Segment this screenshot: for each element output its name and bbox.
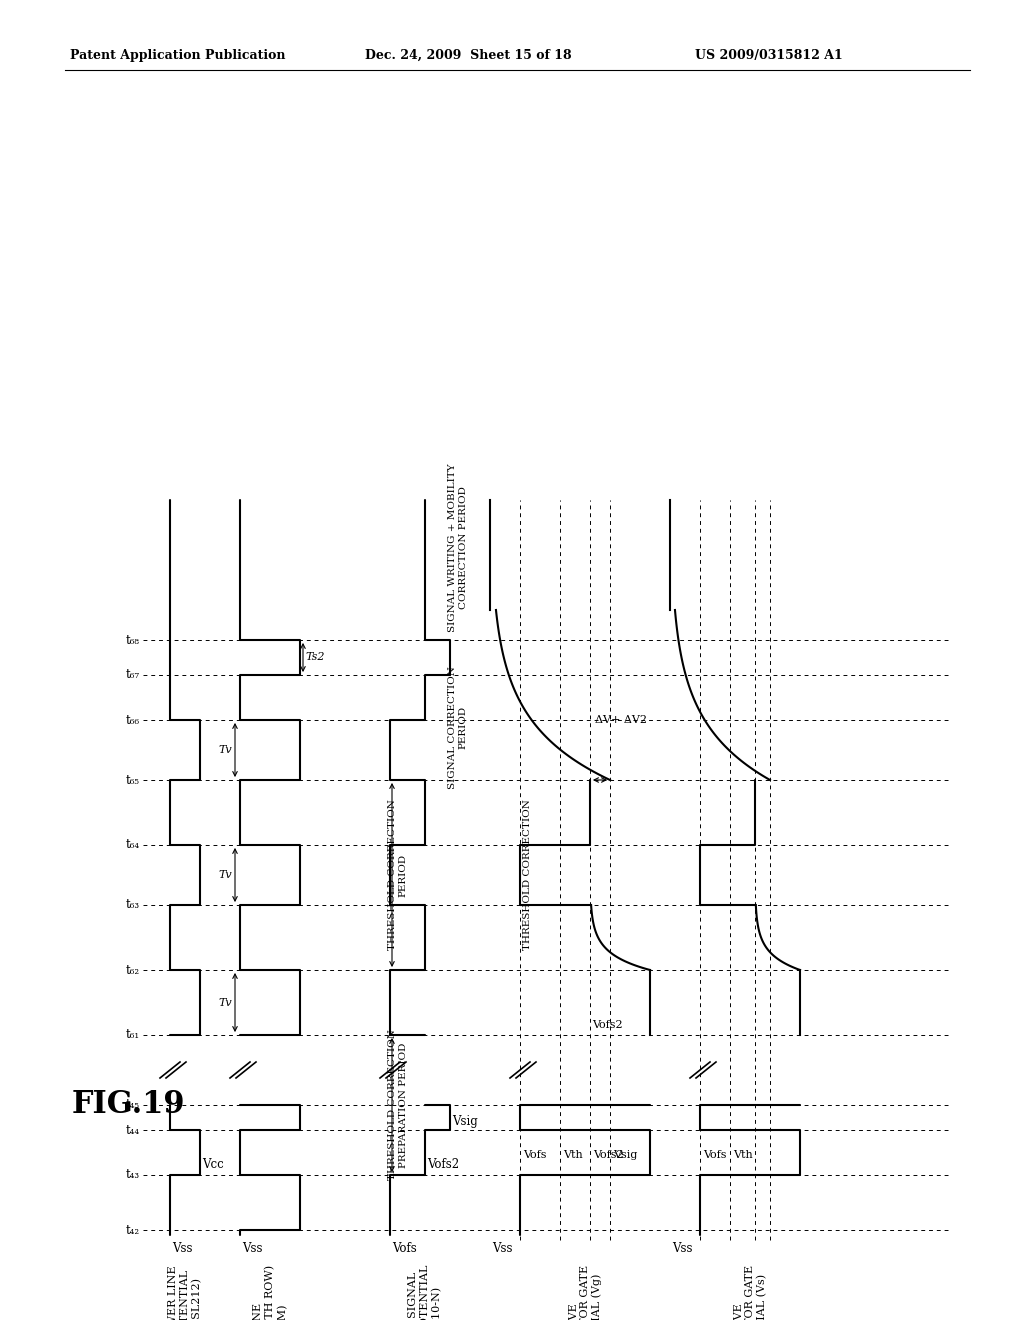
Text: THRESHOLD CORRECTION
PERIOD: THRESHOLD CORRECTION PERIOD (388, 800, 408, 950)
Text: t₄₅: t₄₅ (126, 1098, 140, 1111)
Text: Tv: Tv (218, 998, 232, 1007)
Text: FIG.19: FIG.19 (72, 1089, 185, 1119)
Text: t₄₄: t₄₄ (126, 1123, 140, 1137)
Text: Dec. 24, 2009  Sheet 15 of 18: Dec. 24, 2009 Sheet 15 of 18 (365, 49, 571, 62)
Text: Vss: Vss (242, 1242, 262, 1255)
Text: Vcc: Vcc (202, 1159, 224, 1172)
Text: Vofs: Vofs (523, 1150, 547, 1160)
Text: US 2009/0315812 A1: US 2009/0315812 A1 (695, 49, 843, 62)
Text: Vss: Vss (172, 1242, 193, 1255)
Text: THRESHOLD CORRECTION
PREPARATION PERIOD: THRESHOLD CORRECTION PREPARATION PERIOD (388, 1030, 408, 1180)
Text: Tv: Tv (218, 870, 232, 880)
Text: Vth: Vth (733, 1150, 753, 1160)
Text: t₆₄: t₆₄ (126, 838, 140, 851)
Text: Vofs2: Vofs2 (592, 1020, 623, 1030)
Text: DRIVE
TRANSISTOR GATE
POTENTIAL (Vg): DRIVE TRANSISTOR GATE POTENTIAL (Vg) (568, 1265, 602, 1320)
Text: SIGNAL WRITING + MOBILITY
CORRECTION PERIOD: SIGNAL WRITING + MOBILITY CORRECTION PER… (449, 463, 468, 632)
Text: Vofs2: Vofs2 (427, 1159, 459, 1172)
Text: t₄₂: t₄₂ (126, 1224, 140, 1237)
Text: Vofs2: Vofs2 (593, 1150, 624, 1160)
Text: t₆₈: t₆₈ (126, 634, 140, 647)
Text: THRESHOLD CORRECTION: THRESHOLD CORRECTION (523, 800, 532, 950)
Text: DRIVE
TRANSISTOR GATE
POTENTIAL (Vs): DRIVE TRANSISTOR GATE POTENTIAL (Vs) (733, 1265, 767, 1320)
Text: ΔV+ ΔV2: ΔV+ ΔV2 (595, 715, 647, 725)
Text: t₆₆: t₆₆ (126, 714, 140, 726)
Text: VIDEO SIGNAL
LINE POTENTIAL
(DTL10-N): VIDEO SIGNAL LINE POTENTIAL (DTL10-N) (409, 1265, 441, 1320)
Text: t₆₂: t₆₂ (126, 964, 140, 977)
Text: Vss: Vss (492, 1242, 512, 1255)
Text: t₆₇: t₆₇ (126, 668, 140, 681)
Text: Vsig: Vsig (452, 1115, 478, 1129)
Text: Vsig: Vsig (613, 1150, 637, 1160)
Text: t₆₁: t₆₁ (126, 1028, 140, 1041)
Text: t₆₃: t₆₃ (126, 899, 140, 912)
Text: Vofs: Vofs (392, 1242, 417, 1255)
Text: Patent Application Publication: Patent Application Publication (70, 49, 286, 62)
Text: Ts2: Ts2 (305, 652, 325, 663)
Text: Vth: Vth (563, 1150, 583, 1160)
Text: Tv: Tv (218, 744, 232, 755)
Text: SIGNAL CORRECTION
PERIOD: SIGNAL CORRECTION PERIOD (449, 667, 468, 789)
Text: t₆₅: t₆₅ (126, 774, 140, 787)
Text: Vofs: Vofs (703, 1150, 726, 1160)
Text: POWER LINE
POTENTIAL
(DSL212): POWER LINE POTENTIAL (DSL212) (168, 1265, 202, 1320)
Text: t₄₃: t₄₃ (126, 1168, 140, 1181)
Text: Vss: Vss (672, 1242, 692, 1255)
Text: SCAN LINE
POTENTIAL (MTH ROW)
(WSL10-M): SCAN LINE POTENTIAL (MTH ROW) (WSL10-M) (253, 1265, 287, 1320)
